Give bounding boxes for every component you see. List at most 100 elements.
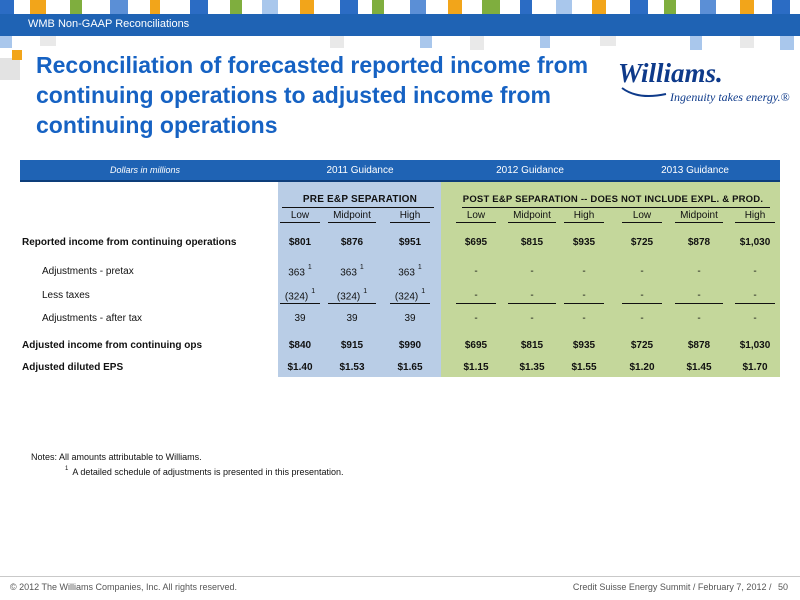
column-header: High (573, 210, 595, 221)
table-cell: - (640, 290, 644, 301)
table-cell: - (753, 290, 757, 301)
table-cell: 39 (404, 313, 416, 324)
subtotal-underline (328, 303, 376, 304)
table-cell: (324) 1 (336, 288, 368, 303)
table-cell: $1,030 (739, 237, 771, 248)
mosaic-tile (556, 0, 572, 14)
table-cell: - (753, 313, 757, 324)
table-cell: 363 1 (340, 264, 364, 279)
footnote-ref: 1 (311, 288, 316, 295)
mosaic-tile (0, 0, 14, 14)
section-label: WMB Non-GAAP Reconciliations (28, 18, 190, 30)
mosaic-tile (470, 36, 484, 50)
units-label: Dollars in millions (109, 165, 181, 175)
row-label: Less taxes (42, 290, 90, 301)
table-cell: 39 (294, 313, 306, 324)
table-cell: - (697, 266, 701, 277)
subtotal-underline (564, 303, 604, 304)
table-cell: $725 (630, 237, 654, 248)
mosaic-tile (772, 0, 790, 14)
table-cell: $935 (572, 340, 596, 351)
mosaic-tile (600, 36, 616, 46)
column-header: Low (632, 210, 652, 221)
subtotal-underline (675, 303, 723, 304)
logo-swoosh-icon (621, 87, 667, 97)
year-header-2013: 2013 Guidance (661, 165, 729, 176)
table-cell: - (640, 266, 644, 277)
mosaic-tile (330, 36, 344, 48)
table-cell: - (697, 313, 701, 324)
table-header-bar (20, 160, 780, 182)
column-header-underline (622, 222, 662, 223)
table-cell: $725 (630, 340, 654, 351)
post-separation-label: POST E&P SEPARATION -- DOES NOT INCLUDE … (462, 194, 764, 205)
column-header-underline (564, 222, 604, 223)
subtotal-underline (390, 303, 430, 304)
mosaic-tile (190, 0, 208, 14)
pre-separation-label: PRE E&P SEPARATION (302, 194, 418, 205)
footer-event: Credit Suisse Energy Summit / February 7… (569, 582, 788, 592)
mosaic-tile (664, 0, 676, 14)
logo-word: Williams. (618, 58, 723, 88)
table-cell: - (582, 313, 586, 324)
table-cell: - (530, 290, 534, 301)
table-cell: $1.45 (686, 362, 712, 373)
table-cell: $1.20 (629, 362, 655, 373)
mosaic-tile (700, 0, 716, 14)
table-cell: $1.53 (339, 362, 365, 373)
row-label: Reported income from continuing operatio… (22, 237, 237, 248)
footer-event-text: Credit Suisse Energy Summit / February 7… (572, 582, 772, 592)
post-separation-underline (462, 207, 770, 208)
table-cell: - (640, 313, 644, 324)
row-label: Adjusted income from continuing ops (22, 340, 202, 351)
table-cell: - (530, 313, 534, 324)
mosaic-tile (372, 0, 384, 14)
table-cell: $1.55 (571, 362, 597, 373)
year-header-2011: 2011 Guidance (326, 165, 394, 176)
copyright: © 2012 The Williams Companies, Inc. All … (10, 582, 238, 592)
mosaic-tile (410, 0, 426, 14)
row-label: Adjustments - after tax (42, 313, 143, 324)
notes: Notes: All amounts attributable to Willi… (31, 452, 202, 462)
footnote-ref: 1 (359, 264, 364, 271)
table-cell: $815 (520, 340, 544, 351)
mosaic-tile (300, 0, 314, 14)
table-cell: - (474, 313, 478, 324)
table-cell: $815 (520, 237, 544, 248)
subtotal-underline (622, 303, 662, 304)
table-cell: - (474, 266, 478, 277)
mosaic-tile (0, 58, 20, 80)
table-cell: - (530, 266, 534, 277)
table-cell: $990 (398, 340, 422, 351)
mosaic-tile (40, 36, 56, 46)
notes-label: Notes: (31, 452, 58, 462)
table-cell: $1.35 (519, 362, 545, 373)
subtotal-underline (456, 303, 496, 304)
mosaic-tile (0, 36, 12, 48)
table-cell: - (753, 266, 757, 277)
post-separation-panel (441, 182, 780, 377)
mosaic-tile (780, 36, 794, 50)
table-cell: - (582, 290, 586, 301)
footnote: 1 A detailed schedule of adjustments is … (65, 466, 344, 477)
table-cell: $1.65 (397, 362, 423, 373)
column-header: High (744, 210, 766, 221)
pre-separation-panel (278, 182, 441, 377)
mosaic-tile (540, 36, 550, 48)
table-cell: $695 (464, 340, 488, 351)
notes-text: All amounts attributable to Williams. (59, 452, 202, 462)
mosaic-tile (110, 0, 128, 14)
table-cell: $840 (288, 340, 312, 351)
footnote-marker: 1 (65, 466, 69, 472)
mosaic-tile (740, 0, 754, 14)
column-header-underline (675, 222, 723, 223)
column-header: Midpoint (333, 210, 371, 221)
mosaic-tile (482, 0, 500, 14)
table-cell: 363 1 (288, 264, 312, 279)
column-header: Midpoint (513, 210, 551, 221)
table-cell: 363 1 (398, 264, 422, 279)
mosaic-tile (230, 0, 242, 14)
table-cell: $1.40 (287, 362, 313, 373)
table-cell: - (474, 290, 478, 301)
table-cell: (324) 1 (394, 288, 426, 303)
